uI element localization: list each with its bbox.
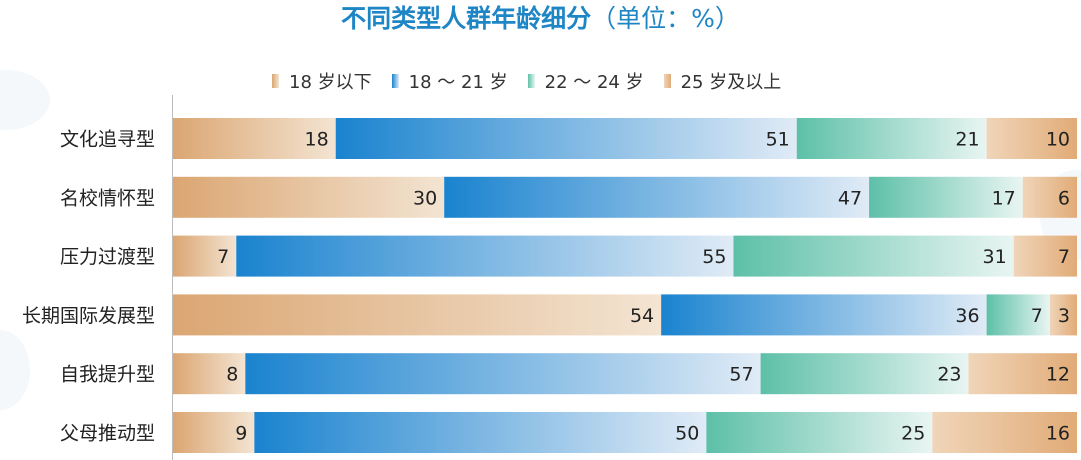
bar-segment [706, 412, 933, 453]
category-label: 文化追寻型 [60, 129, 155, 151]
bar-segment [173, 353, 246, 395]
bar-segment [733, 235, 1014, 277]
data-label: 3 [1058, 305, 1070, 327]
data-label: 12 [1046, 364, 1070, 386]
category-label: 长期国际发展型 [22, 305, 155, 327]
legend-swatch [272, 74, 279, 88]
legend-item: 18 岁以下 [272, 68, 372, 94]
data-label: 31 [983, 246, 1007, 268]
data-label: 55 [702, 246, 726, 268]
data-label: 7 [1031, 305, 1043, 327]
data-label: 23 [937, 364, 961, 386]
data-label: 36 [955, 305, 979, 327]
chart-title: 不同类型人群年龄细分（单位：%） [0, 2, 1081, 36]
bar-segment [932, 412, 1077, 453]
legend-item: 18 ～ 21 岁 [391, 68, 508, 94]
data-label: 7 [217, 246, 229, 268]
legend-label: 25 岁及以上 [680, 72, 782, 93]
data-label: 21 [955, 129, 979, 151]
category-label: 名校情怀型 [60, 187, 155, 209]
legend-label: 18 ～ 21 岁 [408, 72, 508, 93]
data-label: 16 [1046, 423, 1070, 445]
legend-swatch [527, 74, 535, 88]
bar-segment [236, 235, 734, 277]
data-label: 6 [1058, 187, 1070, 209]
bar-segment [173, 176, 445, 218]
bar-segment [760, 353, 969, 395]
category-label: 自我提升型 [60, 364, 155, 386]
legend-item: 25 岁及以上 [663, 68, 782, 94]
legend-label: 22 ～ 24 岁 [544, 72, 644, 93]
bar-segment [986, 294, 1050, 336]
bar-segment [173, 118, 336, 159]
data-label: 30 [413, 187, 437, 209]
bar-segment [661, 294, 987, 336]
data-label: 7 [1058, 246, 1070, 268]
legend-item: 22 ～ 24 岁 [527, 68, 644, 94]
data-label: 18 [305, 129, 329, 151]
chart-title-unit: （单位：%） [591, 4, 740, 33]
bar-segment [335, 118, 797, 159]
data-label: 25 [901, 423, 925, 445]
legend-swatch [391, 74, 399, 88]
data-label: 51 [766, 129, 790, 151]
data-label: 10 [1046, 129, 1070, 151]
legend-swatch [663, 74, 671, 88]
data-label: 47 [838, 187, 862, 209]
data-label: 17 [992, 187, 1016, 209]
bar-segment [173, 235, 237, 277]
bar-segment [444, 176, 870, 218]
chart-title-main: 不同类型人群年龄细分 [341, 4, 592, 33]
bar-segment [254, 412, 707, 453]
data-label: 9 [235, 423, 247, 445]
data-label: 57 [729, 364, 753, 386]
chart-legend: 18 岁以下 18 ～ 21 岁 22 ～ 24 岁 25 岁及以上 [272, 68, 801, 94]
category-label: 压力过渡型 [60, 246, 155, 268]
data-label: 50 [675, 423, 699, 445]
legend-label: 18 岁以下 [289, 72, 372, 93]
bar-segment [1049, 294, 1077, 336]
bar-segment [968, 353, 1077, 395]
data-label: 54 [630, 305, 654, 327]
bar-segment [869, 176, 1023, 218]
bar-segment [245, 353, 761, 395]
bar-segment [1013, 235, 1077, 277]
bar-segment [173, 294, 662, 336]
bar-segment [986, 118, 1077, 159]
data-label: 8 [226, 364, 238, 386]
bar-segment [796, 118, 987, 159]
category-label: 父母推动型 [60, 423, 155, 445]
bar-segment [173, 412, 255, 453]
bar-segment [1022, 176, 1077, 218]
